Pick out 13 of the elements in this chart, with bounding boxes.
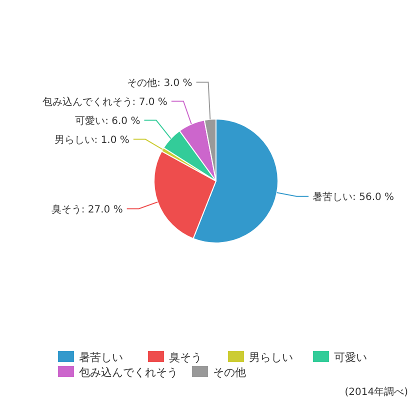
legend-label: 男らしい [249, 351, 293, 364]
data-label: 暑苦しい: 56.0 % [312, 190, 394, 203]
legend-label: 暑苦しい [79, 351, 123, 364]
data-label: その他: 3.0 % [127, 76, 192, 89]
text: (2014年調べ) [344, 386, 408, 398]
legend-label: 臭そう [169, 351, 202, 364]
legend-label: 可愛い [334, 351, 367, 364]
legend-label: 包み込んでくれそう [79, 366, 178, 379]
data-label: 包み込んでくれそう: 7.0 % [42, 96, 168, 108]
data-label: 臭そう: 27.0 % [51, 203, 123, 216]
data-label: 可愛い: 6.0 % [75, 114, 140, 127]
data-label: 男らしい: 1.0 % [54, 134, 130, 146]
legend-label: その他 [213, 366, 246, 379]
